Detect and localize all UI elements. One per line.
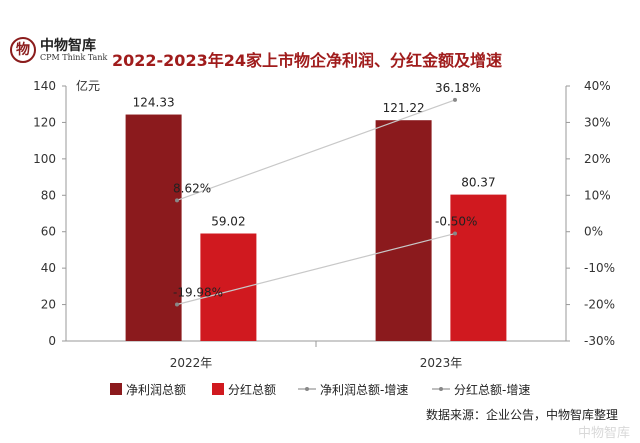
x-tick-label: 2022年 [170, 356, 213, 370]
bar-data-label: 80.37 [461, 176, 495, 190]
series-point [175, 198, 179, 203]
series-line [176, 232, 456, 306]
logo-subtext: CPM Think Tank [40, 53, 108, 62]
y-axis-unit: 亿元 [76, 78, 100, 93]
y2-tick-label: 10% [584, 188, 611, 202]
line-data-label: 8.62% [173, 181, 211, 195]
legend-label: 净利润总额 [126, 383, 186, 397]
line-data-label: -0.50% [435, 215, 477, 229]
x-tick-label: 2023年 [420, 356, 463, 370]
y2-tick-label: 40% [584, 79, 611, 93]
legend-label: 净利润总额-增速 [320, 383, 408, 397]
y-tick-label: 40 [41, 261, 56, 275]
y2-tick-label: -10% [584, 261, 615, 275]
bar [200, 233, 257, 341]
source-note: 数据来源：企业公告，中物智库整理 [425, 408, 618, 422]
y-tick-label: 120 [33, 115, 56, 129]
legend-marker [439, 387, 443, 391]
series-line [176, 99, 456, 201]
chart-title: 2022-2023年24家上市物企净利润、分红金额及增速 [112, 51, 502, 70]
y-tick-label: 0 [48, 334, 56, 348]
y-tick-label: 140 [33, 79, 56, 93]
y-tick-label: 100 [33, 152, 56, 166]
series-point [453, 231, 457, 236]
y-tick-label: 60 [41, 225, 56, 239]
y2-tick-label: 0% [584, 225, 603, 239]
y2-tick-label: -20% [584, 298, 615, 312]
watermark: 中物智库 [577, 426, 630, 441]
line-data-label: 36.18% [435, 81, 481, 95]
series-point [453, 97, 457, 102]
bar [125, 114, 182, 342]
y-tick-label: 20 [41, 298, 56, 312]
y2-tick-label: -30% [584, 334, 615, 348]
legend-label: 分红总额-增速 [454, 382, 530, 397]
bar-data-label: 59.02 [211, 214, 245, 228]
bar [450, 194, 507, 341]
line-data-label: -19.98% [173, 285, 223, 299]
series-point [175, 302, 179, 307]
logo: 物 中物智库 CPM Think Tank [10, 35, 110, 71]
logo-mark: 物 [10, 37, 36, 63]
bar-data-label: 124.33 [133, 96, 175, 110]
bar [375, 120, 432, 342]
legend-label: 分红总额 [228, 382, 276, 397]
legend-swatch [110, 383, 122, 395]
y2-tick-label: 30% [584, 115, 611, 129]
y-tick-label: 80 [41, 188, 56, 202]
legend-swatch [212, 383, 224, 395]
bar-data-label: 121.22 [383, 101, 425, 115]
logo-text: 中物智库 [40, 38, 96, 54]
legend-marker [305, 387, 309, 391]
y2-tick-label: 20% [584, 152, 611, 166]
